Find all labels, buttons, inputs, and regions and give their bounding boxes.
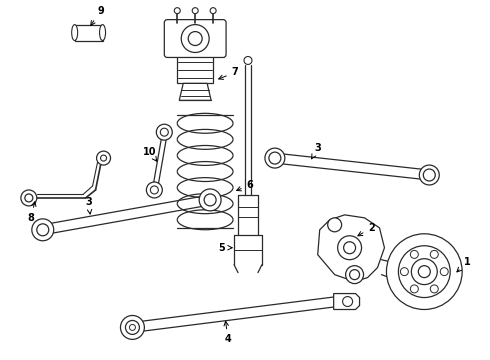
Circle shape — [181, 24, 209, 53]
Ellipse shape — [99, 24, 105, 41]
Polygon shape — [179, 84, 211, 100]
Circle shape — [387, 234, 462, 310]
Circle shape — [244, 57, 252, 64]
Polygon shape — [177, 54, 213, 84]
Circle shape — [269, 152, 281, 164]
Circle shape — [430, 285, 438, 293]
Circle shape — [199, 189, 221, 211]
Circle shape — [343, 242, 356, 254]
Text: 9: 9 — [91, 6, 104, 25]
Circle shape — [265, 148, 285, 168]
Polygon shape — [318, 215, 385, 282]
Circle shape — [412, 259, 437, 285]
Circle shape — [37, 224, 49, 236]
Circle shape — [97, 151, 111, 165]
Circle shape — [100, 155, 106, 161]
Circle shape — [423, 169, 435, 181]
Circle shape — [210, 8, 216, 14]
Circle shape — [338, 236, 362, 260]
Circle shape — [349, 270, 360, 280]
Circle shape — [174, 8, 180, 14]
Circle shape — [125, 320, 140, 334]
Text: 4: 4 — [224, 321, 231, 345]
Circle shape — [150, 186, 158, 194]
Text: 6: 6 — [237, 180, 253, 191]
Text: 3: 3 — [312, 143, 321, 159]
Circle shape — [410, 285, 418, 293]
Circle shape — [129, 324, 135, 330]
Circle shape — [440, 268, 448, 276]
Polygon shape — [334, 293, 360, 310]
Text: 8: 8 — [27, 202, 36, 223]
Circle shape — [156, 124, 172, 140]
Text: 2: 2 — [358, 223, 375, 236]
Text: 7: 7 — [219, 67, 239, 79]
Circle shape — [343, 297, 353, 306]
Text: 5: 5 — [219, 243, 232, 253]
Text: 1: 1 — [457, 257, 470, 272]
Circle shape — [410, 251, 418, 258]
Circle shape — [21, 190, 37, 206]
Circle shape — [32, 219, 54, 241]
FancyBboxPatch shape — [164, 20, 226, 58]
Circle shape — [345, 266, 364, 284]
Circle shape — [328, 218, 342, 232]
Circle shape — [400, 268, 408, 276]
Text: 10: 10 — [144, 147, 157, 161]
Circle shape — [418, 266, 430, 278]
Circle shape — [25, 194, 33, 202]
Circle shape — [160, 128, 168, 136]
Ellipse shape — [72, 24, 77, 41]
Text: 3: 3 — [85, 197, 92, 214]
Circle shape — [430, 251, 438, 258]
Circle shape — [121, 315, 145, 339]
Circle shape — [147, 182, 162, 198]
Circle shape — [419, 165, 439, 185]
Circle shape — [192, 8, 198, 14]
Circle shape — [204, 194, 216, 206]
Circle shape — [398, 246, 450, 298]
Polygon shape — [74, 24, 102, 41]
Circle shape — [188, 32, 202, 45]
